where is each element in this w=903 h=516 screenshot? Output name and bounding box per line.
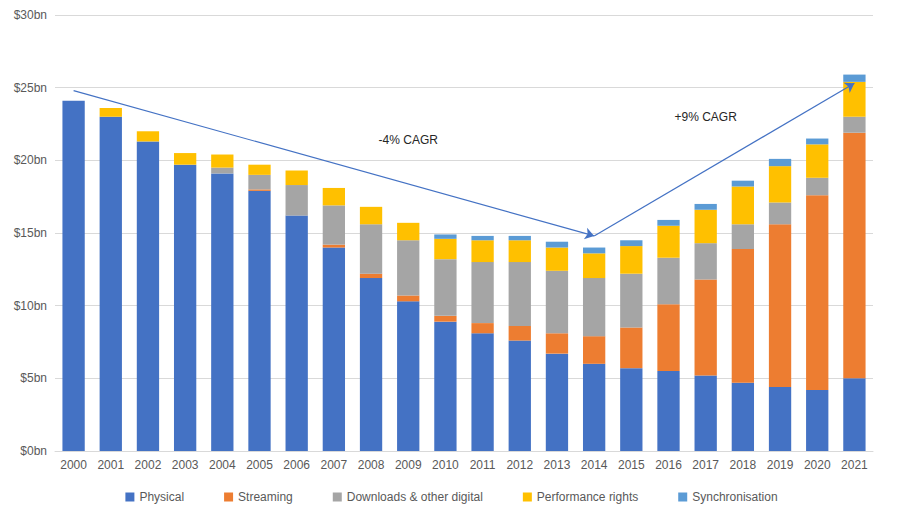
svg-text:2017: 2017 [692, 458, 719, 472]
svg-text:2020: 2020 [804, 458, 831, 472]
svg-text:2010: 2010 [432, 458, 459, 472]
svg-text:$10bn: $10bn [14, 299, 47, 313]
svg-text:2021: 2021 [841, 458, 868, 472]
svg-text:2018: 2018 [730, 458, 757, 472]
svg-text:-4% CAGR: -4% CAGR [379, 133, 439, 147]
svg-text:2015: 2015 [618, 458, 645, 472]
svg-text:2012: 2012 [506, 458, 533, 472]
svg-text:$5bn: $5bn [20, 371, 47, 385]
svg-text:2001: 2001 [97, 458, 124, 472]
svg-text:2016: 2016 [655, 458, 682, 472]
svg-text:Downloads & other digital: Downloads & other digital [347, 490, 483, 504]
svg-text:2013: 2013 [544, 458, 571, 472]
svg-text:2002: 2002 [135, 458, 162, 472]
svg-text:Performance rights: Performance rights [537, 490, 638, 504]
svg-text:2014: 2014 [581, 458, 608, 472]
svg-text:Streaming: Streaming [238, 490, 293, 504]
svg-text:2009: 2009 [395, 458, 422, 472]
svg-text:$0bn: $0bn [20, 444, 47, 458]
svg-text:$25bn: $25bn [14, 81, 47, 95]
svg-text:2007: 2007 [321, 458, 348, 472]
svg-text:2019: 2019 [767, 458, 794, 472]
svg-text:$15bn: $15bn [14, 226, 47, 240]
svg-text:2003: 2003 [172, 458, 199, 472]
svg-text:2006: 2006 [283, 458, 310, 472]
svg-text:$20bn: $20bn [14, 153, 47, 167]
svg-text:Physical: Physical [139, 490, 184, 504]
svg-text:$30bn: $30bn [14, 8, 47, 22]
svg-text:2004: 2004 [209, 458, 236, 472]
svg-text:Synchronisation: Synchronisation [692, 490, 777, 504]
svg-text:2008: 2008 [358, 458, 385, 472]
svg-text:2000: 2000 [60, 458, 87, 472]
svg-text:2005: 2005 [246, 458, 273, 472]
svg-text:2011: 2011 [470, 458, 496, 472]
svg-text:+9% CAGR: +9% CAGR [675, 110, 738, 124]
